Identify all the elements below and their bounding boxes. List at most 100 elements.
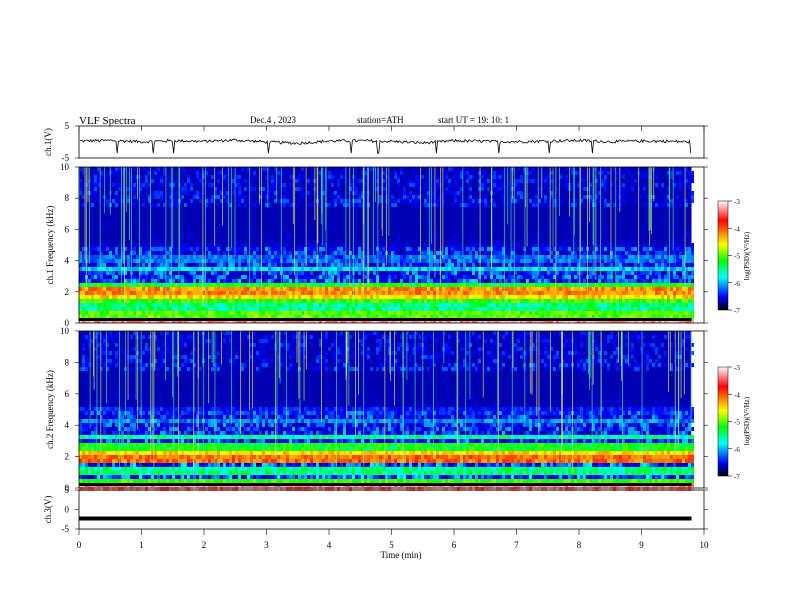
spectrogram-cell [406,279,409,283]
spectrogram-cell [688,179,691,183]
spectrogram-cell [640,287,643,291]
spectrogram-cell [316,283,319,287]
spectrogram-cell [301,307,304,311]
spectrogram-cell [499,195,502,199]
spectrogram-cell [448,267,451,271]
spectrogram-cell [292,287,295,291]
spectrogram-cell [247,295,250,299]
spectrogram-cell [379,251,382,255]
spectrogram-cell [124,203,127,207]
spectrogram-cell [538,191,541,195]
spectrogram-cell [418,255,421,259]
spectrogram-cell [346,271,349,275]
spectrogram-cell [88,359,91,363]
spectrogram-cell [397,263,400,267]
spectrogram-cell [391,263,394,267]
spectrogram-cell [271,299,274,303]
spectrogram-cell [559,259,562,263]
spectrogram-cell [193,295,196,299]
spectrogram-cell [559,263,562,267]
spectrogram-cell [559,291,562,295]
spectrogram-cell [79,367,82,371]
spectrogram-cell [658,287,661,291]
spectrogram-cell [463,287,466,291]
spectrogram-cell [127,287,130,291]
spectrogram-cell [142,243,145,247]
spectrogram-cell [586,303,589,307]
spectrogram-cell [307,311,310,315]
spectrogram-cell [349,311,352,315]
spectrogram-cell [226,311,229,315]
spectrogram-cell [616,191,619,195]
spectrogram-cell [250,187,253,191]
spectrogram-cell [421,275,424,279]
spectrogram-cell [643,243,646,247]
spectrogram-cell [469,199,472,203]
spectrogram-cell [181,263,184,267]
spectrogram-cell [490,311,493,315]
spectrogram-cell [184,295,187,299]
spectrogram-cell [601,263,604,267]
spectrogram-cell [598,311,601,315]
spectrogram-cell [580,203,583,207]
spectrogram-cell [289,199,292,203]
spectrogram-cell [556,267,559,271]
spectrogram-cell [604,315,607,319]
spectrogram-cell [670,203,673,207]
spectrogram-cell [505,279,508,283]
spectrogram-cell [361,263,364,267]
spectrogram-cell [550,287,553,291]
spectrogram-cell [235,299,238,303]
spectrogram-cell [88,295,91,299]
spectrogram-cell [655,311,658,315]
spectrogram-cell [286,191,289,195]
spectrogram-cell [307,259,310,263]
spectrogram-cell [526,271,529,275]
spectrogram-cell [229,315,232,319]
spectrogram-cell [334,287,337,291]
spectrogram-cell [184,183,187,187]
spectrogram-cell [289,183,292,187]
spectrogram-cell [313,303,316,307]
spectrogram-cell [202,315,205,319]
spectrogram-cell [400,283,403,287]
spectrogram-cell [118,307,121,311]
spectrogram-cell [295,291,298,295]
spectrogram-cell [529,179,532,183]
spectrogram-cell [259,311,262,315]
spectrogram-cell [436,311,439,315]
spectrogram-cell [82,363,85,367]
spectrogram-cell [682,271,685,275]
spectrogram-cell [667,275,670,279]
spectrogram-cell [397,299,400,303]
spectrogram-cell [667,311,670,315]
spectrogram-cell [343,303,346,307]
spectrogram-cell [343,255,346,259]
spectrogram-cell [517,299,520,303]
spectrogram-cell [376,311,379,315]
spectrogram-cell [469,307,472,311]
spectrogram-cell [85,427,88,431]
spectrogram-cell [619,247,622,251]
spectrogram-cell [100,171,103,175]
spectrogram-cell [301,303,304,307]
spectrogram-cell [244,195,247,199]
spectrogram-cell [391,275,394,279]
spectrogram-cell [526,275,529,279]
spectrogram-cell [265,175,268,179]
spectrogram-cell [577,299,580,303]
spectrogram-cell [82,307,85,311]
spectrogram-cell [634,259,637,263]
spectrogram-cell [514,187,517,191]
spectrogram-cell [502,275,505,279]
spectrogram-cell [604,307,607,311]
spectrogram-cell [160,259,163,263]
spectrogram-cell [277,199,280,203]
spectrogram-cell [241,291,244,295]
spectrogram-cell [451,291,454,295]
spectrogram-cell [643,271,646,275]
spectrogram-cell [88,479,91,483]
spectrogram-cell [136,307,139,311]
spectrogram-cell [82,263,85,267]
spectrogram-cell [298,271,301,275]
